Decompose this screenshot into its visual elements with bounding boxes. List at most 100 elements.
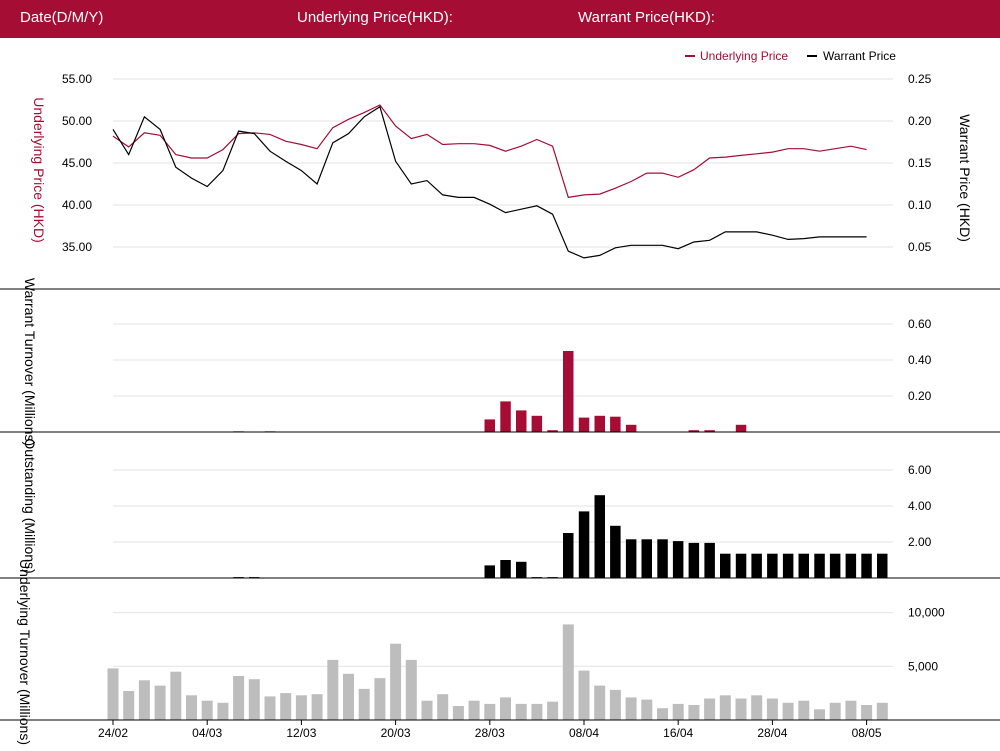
warrant-turnover-bar: [625, 424, 637, 432]
underlying-turnover-bar: [672, 703, 684, 720]
underlying-turnover-bar: [609, 689, 621, 720]
underlying-turnover-bar: [468, 700, 480, 720]
underlying-turnover-bar: [343, 673, 354, 720]
underlying-turnover-bar: [641, 699, 653, 720]
x-tick-label: 12/03: [286, 726, 316, 740]
right-tick-label: 0.15: [908, 156, 932, 170]
left-tick-label: 35.00: [62, 240, 92, 254]
x-tick-label: 24/02: [98, 726, 128, 740]
outstanding-bar: [829, 553, 841, 578]
right-tick-label: 0.10: [908, 198, 932, 212]
warrant-turnover-bar: [563, 351, 574, 432]
underlying-turnover-bar: [766, 698, 778, 720]
underlying-turnover-bar: [421, 700, 433, 720]
underlying-price-label: Underlying Price(HKD):: [297, 9, 453, 26]
outstanding-bar: [578, 511, 590, 578]
outstanding-axis-label: Outstanding (Millions): [22, 438, 38, 573]
outstanding-bar: [735, 553, 747, 578]
x-tick-label: 08/05: [852, 726, 882, 740]
outstanding-bar: [845, 553, 857, 578]
outstanding-bar: [516, 561, 527, 578]
x-tick-label: 08/04: [569, 726, 599, 740]
outstanding-tick-label: 6.00: [908, 463, 932, 477]
right-tick-label: 0.20: [908, 114, 932, 128]
underlying-turnover-bar: [515, 703, 527, 720]
warrant-turnover-bar: [531, 415, 543, 432]
outstanding-bar: [767, 553, 778, 578]
underlying-turnover-axis-label: Underlying Turnover (Millions): [17, 559, 33, 745]
outstanding-tick-label: 4.00: [908, 499, 932, 513]
underlying-turnover-bar: [280, 693, 292, 720]
warrant-turnover-bar: [594, 415, 605, 432]
underlying-turnover-bar: [138, 680, 150, 720]
underlying-turnover-bar: [531, 703, 543, 720]
warrant-turnover-bar: [578, 417, 590, 432]
outstanding-bar: [610, 525, 621, 578]
x-tick-label: 28/04: [757, 726, 787, 740]
underlying-turnover-bar: [358, 688, 370, 720]
underlying-turnover-tick-label: 10,000: [908, 606, 945, 620]
underlying-turnover-bar: [735, 698, 747, 720]
underlying-turnover-bar: [814, 709, 825, 720]
outstanding-bar: [672, 541, 684, 578]
underlying-turnover-bar: [625, 697, 637, 720]
outstanding-bar: [484, 565, 495, 578]
x-tick-label: 04/03: [192, 726, 222, 740]
warrant-turnover-tick-label: 0.20: [908, 389, 932, 403]
warrant-turnover-tick-label: 0.40: [908, 353, 932, 367]
underlying-turnover-bar: [562, 624, 574, 720]
underlying-turnover-bar: [751, 695, 763, 720]
underlying-turnover-bar: [405, 659, 417, 720]
right-tick-label: 0.25: [908, 72, 932, 86]
underlying-turnover-bar: [500, 697, 511, 720]
outstanding-bar: [594, 495, 605, 578]
outstanding-bar: [704, 542, 715, 578]
warrant-turnover-bar: [610, 416, 621, 432]
underlying-turnover-bar: [578, 670, 590, 720]
outstanding-bar: [657, 539, 668, 578]
underlying-turnover-bar: [798, 700, 810, 720]
underlying-turnover-bar: [861, 705, 873, 720]
underlying-turnover-bar: [437, 694, 449, 720]
underlying-turnover-bar: [123, 691, 135, 720]
warrant-turnover-bar: [704, 430, 715, 432]
outstanding-bar: [798, 553, 809, 578]
right-tick-label: 0.05: [908, 240, 932, 254]
x-tick-label: 20/03: [381, 726, 411, 740]
warrant-price-label: Warrant Price(HKD):: [578, 9, 715, 26]
left-tick-label: 40.00: [62, 198, 92, 212]
warrant-price-line: [112, 105, 867, 259]
outstanding-bar: [782, 553, 794, 578]
warrant-charts: 55.00 50.00 45.00 40.00 35.00 0.25 0.20 0.15 0.1…: [0, 49, 1000, 745]
legend-underlying-label: Underlying Price: [700, 49, 788, 63]
outstanding-bar: [563, 533, 574, 578]
warrant-turnover-tick-label: 0.60: [908, 317, 932, 331]
underlying-turnover-bar: [186, 695, 197, 720]
outstanding-bar: [861, 553, 872, 578]
outstanding-bar: [625, 539, 637, 578]
underlying-turnover-bar: [295, 695, 307, 720]
warrant-turnover-bar: [516, 410, 527, 432]
warrant-turnover-bar: [547, 430, 558, 432]
underlying-turnover-bar: [829, 702, 841, 720]
underlying-turnover-bar: [452, 706, 464, 720]
legend-warrant-label: Warrant Price: [823, 49, 896, 63]
underlying-turnover-bar: [107, 668, 119, 720]
warrant-turnover-axis-label: Warrant Turnover (Millions): [22, 278, 38, 446]
underlying-turnover-bar: [547, 701, 559, 720]
underlying-turnover-bar: [704, 698, 716, 720]
header-bar: Date(D/M/Y) Underlying Price(HKD): Warra…: [0, 0, 1000, 38]
outstanding-bar: [814, 553, 825, 578]
warrant-turnover-bar: [484, 419, 495, 432]
underlying-turnover-bar: [719, 695, 731, 720]
x-tick-label: 28/03: [475, 726, 505, 740]
underlying-turnover-bar: [390, 643, 402, 720]
underlying-turnover-bar: [233, 676, 245, 720]
left-tick-label: 55.00: [62, 72, 92, 86]
underlying-turnover-bar: [217, 702, 229, 720]
underlying-turnover-bar: [248, 679, 260, 720]
underlying-turnover-bar: [657, 708, 668, 720]
underlying-turnover-bar: [688, 705, 700, 720]
underlying-turnover-bar: [170, 671, 182, 720]
outstanding-bar: [641, 539, 652, 578]
